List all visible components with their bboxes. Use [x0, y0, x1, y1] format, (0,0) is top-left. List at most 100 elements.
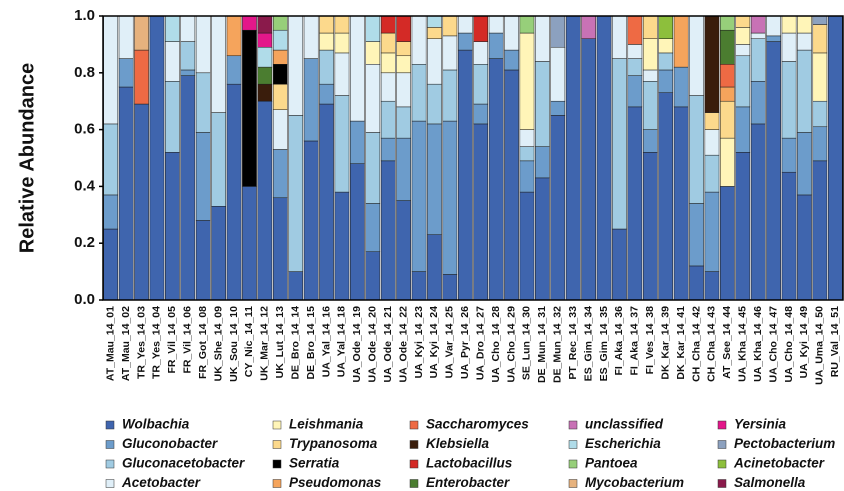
- bar-segment: [735, 44, 751, 57]
- bar-segment: [319, 49, 334, 85]
- legend-label: Enterobacter: [426, 475, 510, 490]
- bar-segment: [427, 15, 442, 28]
- x-tick-label: UA_Cho_14_48: [783, 306, 795, 383]
- x-tick-label: UA_Kyi_14_24: [428, 306, 440, 379]
- bar-segment: [766, 41, 781, 301]
- bar-segment: [720, 186, 735, 301]
- x-tick-label: AT_See_14_44: [721, 306, 733, 379]
- x-tick-label: UA_Pyr_14_26: [459, 306, 471, 379]
- x-tick-label: FR_Vil_14_06: [182, 306, 194, 374]
- bar-segment: [396, 200, 411, 301]
- x-tick-label: UA_Cho_14_29: [505, 306, 517, 383]
- legend-swatch: [717, 420, 727, 430]
- bar-segment: [103, 194, 119, 230]
- y-tick-label: 0.2: [74, 234, 95, 251]
- legend-label: Mycobacterium: [585, 475, 684, 490]
- bar-segment: [704, 191, 720, 272]
- bar-segment: [704, 154, 720, 193]
- bar-segment: [704, 129, 720, 156]
- bar-segment: [272, 29, 288, 51]
- legend-label: Gluconobacter: [122, 436, 218, 451]
- bar-segment: [334, 52, 350, 96]
- bar-segment: [550, 46, 566, 102]
- bar-segment: [812, 126, 828, 162]
- bar-segment: [334, 32, 350, 54]
- bar-segment: [720, 29, 735, 65]
- bar-segment: [766, 35, 781, 42]
- bar-segment: [812, 160, 828, 301]
- bar-segment: [195, 15, 211, 74]
- bar-segment: [272, 15, 288, 31]
- bar-segment: [303, 58, 319, 142]
- bar-segment: [380, 72, 396, 102]
- bar-segment: [797, 194, 812, 301]
- bar-segment: [720, 15, 735, 31]
- legend-label: Trypanosoma: [289, 436, 378, 451]
- bar-segment: [750, 32, 766, 39]
- bar-segment: [673, 106, 689, 301]
- bar-segment: [288, 271, 304, 301]
- x-tick-label: SE_Lun_14_30: [521, 306, 533, 380]
- bar-segment: [411, 271, 427, 301]
- bar-segment: [149, 15, 165, 301]
- bar-segment: [180, 15, 196, 42]
- y-tick-label: 0.8: [74, 64, 95, 81]
- bar-segment: [257, 15, 273, 34]
- bar-segment: [658, 69, 674, 93]
- x-tick-label: CH_Cha_14_42: [690, 306, 702, 382]
- x-tick-label: FI_Aka_14_36: [613, 306, 625, 376]
- bar-segment: [781, 61, 797, 139]
- bar-segment: [411, 64, 427, 122]
- bar-segment: [272, 64, 288, 85]
- x-tick-label: FI_Aka_14_37: [629, 306, 641, 376]
- bar-segment: [673, 66, 689, 108]
- legend-label: unclassified: [585, 417, 664, 432]
- x-tick-label: DK_Kar_14_39: [659, 306, 671, 380]
- bar-segment: [735, 27, 751, 45]
- bar-segment: [750, 123, 766, 301]
- bar-segment: [473, 103, 489, 125]
- bar-segment: [211, 15, 226, 113]
- bar-segment: [689, 203, 704, 267]
- bar-segment: [689, 95, 704, 204]
- legend-label: Salmonella: [734, 475, 806, 490]
- bar-segment: [226, 15, 242, 57]
- x-tick-label: ES_Gim_14_35: [598, 306, 610, 381]
- bar-segment: [319, 83, 334, 105]
- bar-segment: [165, 15, 180, 42]
- x-tick-label: UK_Sou_14_10: [228, 306, 240, 382]
- bar-segment: [812, 15, 828, 25]
- bar-segment: [427, 234, 442, 301]
- legend-swatch: [568, 420, 578, 430]
- bar-segment: [797, 32, 812, 51]
- bar-segment: [781, 15, 797, 34]
- x-tick-label: FI_Ves_14_38: [644, 306, 656, 374]
- bar-segment: [134, 15, 149, 51]
- bar-segment: [272, 149, 288, 199]
- bar-segment: [673, 15, 689, 68]
- x-tick-label: UA_Ode_14_20: [367, 306, 379, 383]
- bar-segment: [473, 64, 489, 105]
- bar-segment: [473, 41, 489, 65]
- bar-segment: [303, 15, 319, 59]
- bar-segment: [812, 52, 828, 102]
- bar-segment: [720, 64, 735, 88]
- x-tick-label: FR_Got_14_08: [197, 306, 209, 379]
- legend-swatch: [717, 440, 727, 449]
- bar-segment: [720, 137, 735, 187]
- legend-swatch: [409, 479, 419, 488]
- x-tick-label: DK_Kar_14_41: [675, 306, 687, 380]
- bar-segment: [488, 58, 504, 301]
- bar-segment: [627, 44, 643, 59]
- bar-segment: [442, 35, 458, 71]
- legend-swatch: [568, 459, 578, 469]
- bar-segment: [519, 15, 535, 34]
- legend-label: Leishmania: [289, 417, 364, 432]
- bar-segment: [380, 52, 396, 74]
- legend-swatch: [105, 459, 115, 469]
- legend-label: Yersinia: [734, 417, 787, 432]
- bar-segment: [519, 160, 535, 193]
- bar-segment: [442, 69, 458, 122]
- bar-segment: [380, 32, 396, 54]
- bar-segment: [365, 15, 381, 42]
